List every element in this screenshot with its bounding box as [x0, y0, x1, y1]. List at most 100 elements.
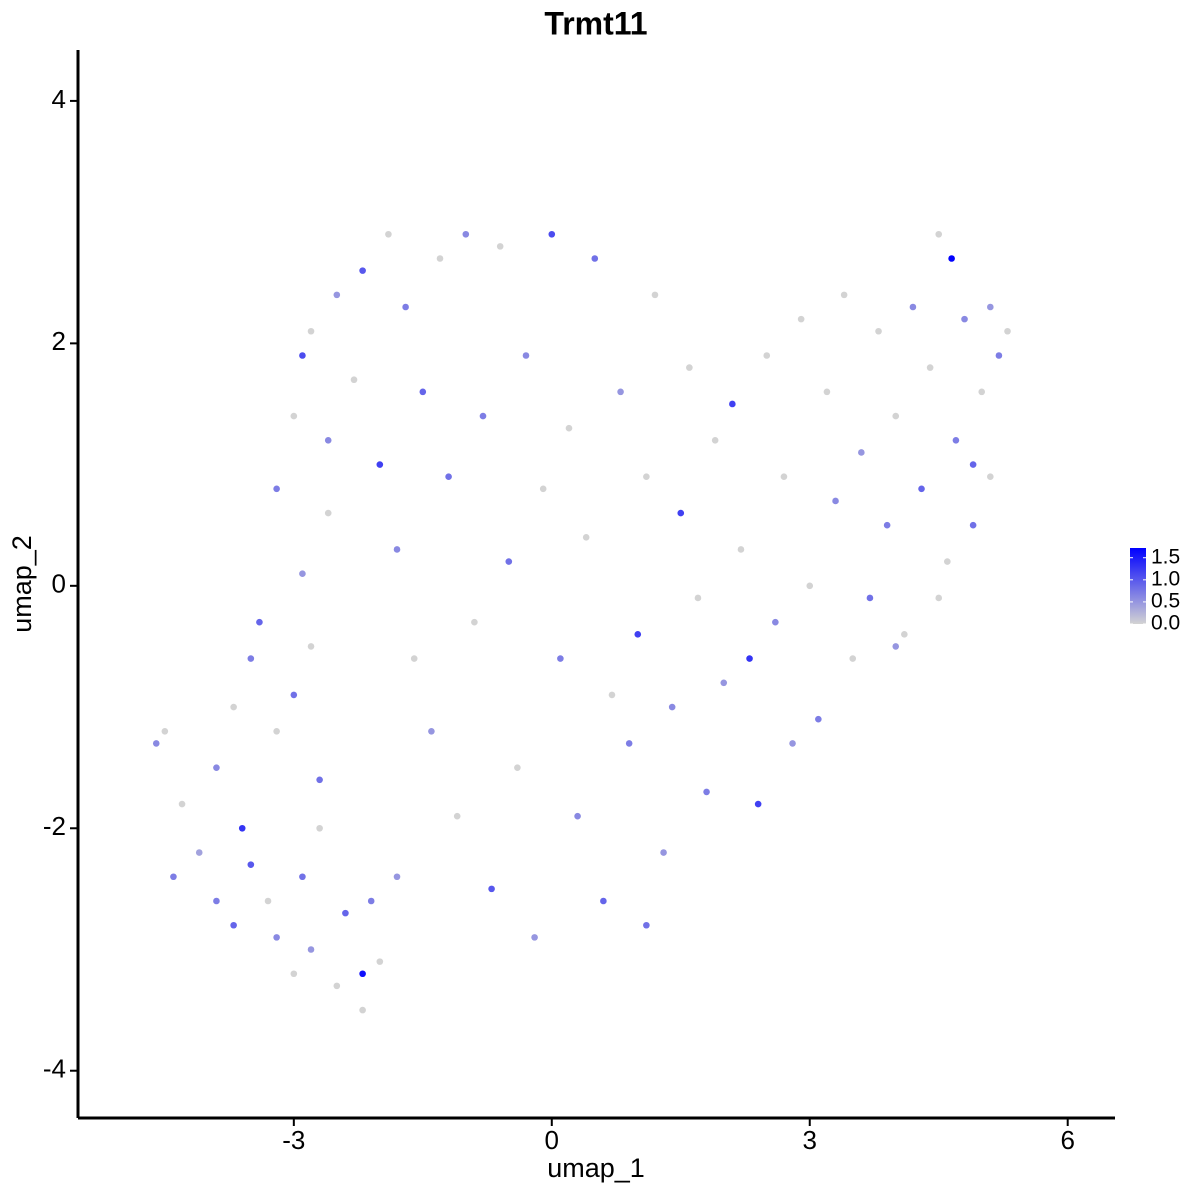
colorbar-label: 0.0 — [1151, 612, 1180, 635]
cell-point — [901, 631, 908, 638]
cell-point — [935, 230, 943, 238]
cell-point — [677, 509, 685, 517]
cell-point — [969, 521, 977, 529]
cell-point — [419, 388, 427, 396]
cell-point — [987, 473, 994, 481]
cell-point — [582, 534, 590, 541]
x-tick-label: 3 — [803, 1125, 817, 1155]
cell-point — [840, 291, 848, 299]
cell-point — [729, 400, 736, 408]
x-tick-label: -3 — [282, 1125, 305, 1155]
cell-point — [883, 521, 891, 529]
cell-point — [324, 437, 332, 444]
cell-point — [935, 594, 943, 602]
cell-point — [307, 643, 315, 650]
y-tick-label: 4 — [52, 84, 66, 114]
cell-point — [1004, 327, 1011, 335]
cell-point — [754, 800, 762, 808]
cell-point — [402, 303, 409, 311]
cell-point — [453, 812, 461, 820]
cell-point — [763, 352, 771, 359]
cell-point — [926, 364, 934, 371]
cell-point — [316, 824, 323, 832]
cell-point — [505, 558, 513, 565]
cell-point — [832, 497, 839, 505]
cell-point — [720, 679, 728, 687]
cell-point — [909, 303, 917, 311]
cell-point — [608, 691, 616, 699]
cell-point — [273, 485, 280, 493]
cell-point — [299, 570, 306, 577]
cell-point — [471, 618, 478, 626]
cell-point — [557, 655, 564, 662]
cell-point — [866, 594, 874, 602]
cell-point — [350, 376, 358, 384]
cell-point — [703, 788, 710, 796]
cell-point — [230, 703, 237, 711]
cell-point — [238, 824, 246, 832]
cell-point — [969, 461, 977, 468]
cell-point — [711, 437, 719, 444]
cell-point — [290, 691, 298, 699]
cell-point — [273, 727, 280, 735]
cell-point — [574, 812, 581, 820]
cell-point — [660, 849, 667, 856]
cell-point — [367, 897, 375, 905]
cell-point — [694, 594, 702, 602]
cell-point — [772, 618, 779, 626]
cell-point — [892, 412, 900, 420]
cell-point — [376, 958, 384, 965]
cell-point — [178, 800, 186, 808]
cell-point — [307, 327, 315, 335]
cell-point — [256, 618, 263, 626]
cell-point — [600, 897, 607, 905]
cell-point — [565, 424, 573, 432]
x-tick-label: 6 — [1060, 1125, 1074, 1155]
cell-point — [152, 740, 160, 747]
cell-point — [849, 655, 857, 662]
y-tick-label: -2 — [43, 811, 66, 841]
cell-point — [737, 546, 745, 553]
cell-point — [651, 291, 659, 299]
colorbar — [1130, 548, 1146, 624]
cell-point — [918, 485, 925, 493]
colorbar-label: 1.5 — [1151, 545, 1180, 568]
cell-point — [514, 764, 521, 771]
cell-point — [797, 315, 805, 323]
cell-point — [668, 703, 676, 711]
cell-point — [539, 485, 547, 493]
cell-point — [643, 921, 650, 929]
cell-point — [333, 982, 341, 990]
cell-point — [617, 388, 624, 396]
cell-point — [961, 315, 968, 323]
cell-point — [686, 364, 693, 371]
colorbar-label: 1.0 — [1151, 567, 1180, 590]
cell-point — [213, 764, 220, 771]
cell-point — [806, 582, 814, 590]
cell-point — [948, 255, 955, 262]
cell-point — [359, 267, 366, 274]
y-tick-label: 0 — [52, 569, 66, 599]
x-axis-label: umap_1 — [547, 1153, 645, 1183]
y-tick-label: -4 — [43, 1054, 66, 1084]
cell-point — [858, 449, 865, 456]
cell-point — [479, 412, 487, 420]
cell-point — [978, 388, 986, 396]
cell-point — [316, 776, 323, 784]
cell-point — [376, 461, 384, 468]
cell-point — [944, 558, 951, 565]
cell-point — [496, 243, 504, 250]
x-tick-label: 0 — [545, 1125, 559, 1155]
cell-point — [359, 970, 366, 978]
cell-point — [995, 352, 1003, 359]
cell-point — [359, 1006, 366, 1014]
cell-point — [213, 897, 220, 905]
cell-point — [333, 291, 341, 299]
y-axis-label: umap_2 — [7, 535, 37, 633]
cell-point — [892, 643, 900, 650]
cell-point — [746, 655, 753, 662]
cell-point — [531, 934, 538, 941]
cell-point — [290, 412, 298, 420]
cell-point — [952, 437, 960, 444]
